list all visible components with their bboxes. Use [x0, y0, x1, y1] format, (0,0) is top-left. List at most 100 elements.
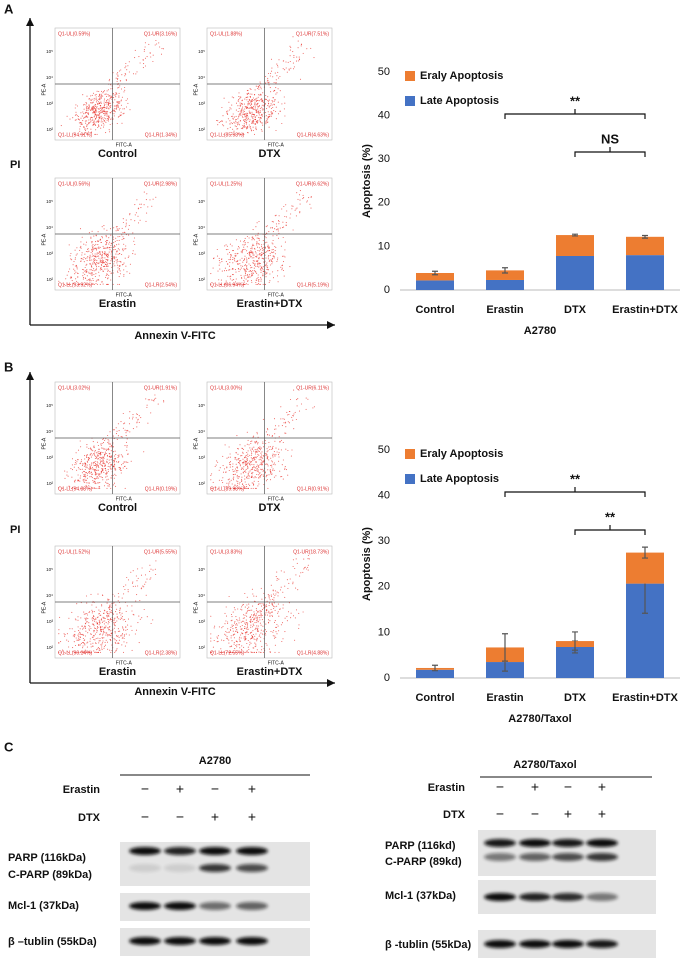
- event-dot: [216, 460, 217, 461]
- event-dot: [284, 96, 285, 97]
- event-dot: [136, 413, 137, 414]
- event-dot: [107, 634, 108, 635]
- event-dot: [104, 628, 105, 629]
- event-dot: [64, 478, 65, 479]
- event-dot: [81, 461, 82, 462]
- event-dot: [124, 636, 125, 637]
- event-dot: [263, 631, 264, 632]
- event-dot: [257, 628, 258, 629]
- event-dot: [247, 623, 248, 624]
- event-dot: [87, 462, 88, 463]
- event-dot: [123, 263, 124, 264]
- event-dot: [136, 426, 137, 427]
- event-dot: [240, 111, 241, 112]
- event-dot: [278, 102, 279, 103]
- event-dot: [238, 246, 239, 247]
- event-dot: [306, 568, 307, 569]
- bar-segment: [626, 237, 664, 255]
- event-dot: [102, 252, 103, 253]
- event-dot: [251, 457, 252, 458]
- event-dot: [261, 114, 262, 115]
- event-dot: [271, 585, 272, 586]
- event-dot: [273, 249, 274, 250]
- event-dot: [249, 255, 250, 256]
- y-tick-label: 30: [378, 153, 390, 165]
- event-dot: [92, 244, 93, 245]
- band-label: C-PARP (89kDa): [8, 869, 92, 881]
- event-dot: [261, 646, 262, 647]
- event-dot: [275, 620, 276, 621]
- event-dot: [313, 57, 314, 58]
- event-dot: [291, 613, 292, 614]
- event-dot: [258, 97, 259, 98]
- event-dot: [244, 445, 245, 446]
- event-dot: [98, 96, 99, 97]
- event-dot: [109, 462, 110, 463]
- event-dot: [253, 624, 254, 625]
- event-dot: [100, 239, 101, 240]
- event-dot: [91, 474, 92, 475]
- event-dot: [111, 445, 112, 446]
- event-dot: [256, 640, 257, 641]
- y-tick-label: 10: [378, 626, 390, 638]
- event-dot: [256, 474, 257, 475]
- event-dot: [96, 464, 97, 465]
- event-dot: [246, 265, 247, 266]
- event-dot: [244, 104, 245, 105]
- event-dot: [259, 100, 260, 101]
- event-dot: [258, 481, 259, 482]
- event-dot: [100, 615, 101, 616]
- event-dot: [255, 644, 256, 645]
- event-dot: [118, 107, 119, 108]
- x-tick-label: Erastin+DTX: [612, 304, 678, 316]
- event-dot: [115, 238, 116, 239]
- event-dot: [123, 641, 124, 642]
- event-dot: [106, 259, 107, 260]
- event-dot: [266, 242, 267, 243]
- event-dot: [92, 284, 93, 285]
- event-dot: [246, 127, 247, 128]
- event-dot: [216, 465, 217, 466]
- event-dot: [265, 121, 266, 122]
- event-dot: [247, 625, 248, 626]
- event-dot: [251, 451, 252, 452]
- event-dot: [97, 630, 98, 631]
- event-dot: [271, 261, 272, 262]
- event-dot: [95, 619, 96, 620]
- event-dot: [73, 269, 74, 270]
- event-dot: [90, 644, 91, 645]
- event-dot: [239, 476, 240, 477]
- event-dot: [252, 472, 253, 473]
- event-dot: [107, 90, 108, 91]
- event-dot: [126, 468, 127, 469]
- event-dot: [120, 614, 121, 615]
- event-dot: [94, 447, 95, 448]
- event-dot: [106, 236, 107, 237]
- event-dot: [96, 115, 97, 116]
- event-dot: [241, 455, 242, 456]
- event-dot: [293, 413, 294, 414]
- event-dot: [122, 633, 123, 634]
- event-dot: [226, 467, 227, 468]
- event-dot: [129, 61, 130, 62]
- event-dot: [144, 49, 145, 50]
- event-dot: [261, 101, 262, 102]
- event-dot: [86, 480, 87, 481]
- event-dot: [107, 268, 108, 269]
- event-dot: [238, 478, 239, 479]
- event-dot: [90, 256, 91, 257]
- event-dot: [220, 467, 221, 468]
- event-dot: [267, 464, 268, 465]
- event-dot: [98, 258, 99, 259]
- flow-axis-label: PE-A: [41, 601, 47, 613]
- event-dot: [216, 636, 217, 637]
- event-dot: [149, 199, 150, 200]
- event-dot: [272, 242, 273, 243]
- event-dot: [126, 100, 127, 101]
- event-dot: [93, 616, 94, 617]
- event-dot: [231, 616, 232, 617]
- event-dot: [251, 477, 252, 478]
- event-dot: [254, 639, 255, 640]
- event-dot: [302, 198, 303, 199]
- event-dot: [262, 247, 263, 248]
